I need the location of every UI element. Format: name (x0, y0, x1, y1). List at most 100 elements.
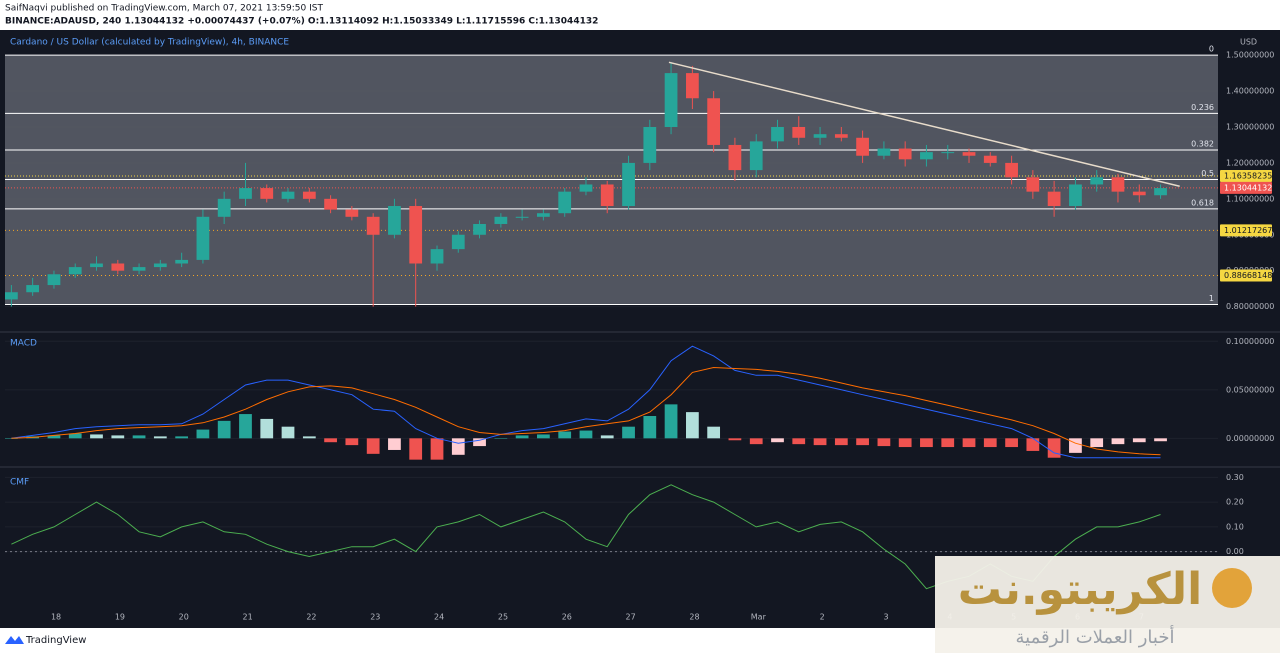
y-tick-label: 1.40000000 (1226, 87, 1274, 96)
macd-histogram-bar (388, 438, 401, 450)
candle-body (1047, 191, 1061, 207)
macd-histogram-bar (111, 435, 125, 439)
candle-body (68, 267, 82, 275)
macd-histogram-bar (366, 438, 380, 454)
candle-body (239, 188, 252, 199)
pane-title: Cardano / US Dollar (calculated by Tradi… (10, 38, 289, 48)
candle-body (771, 126, 784, 142)
y-tick-label: 1.50000000 (1226, 51, 1274, 60)
candle-body (1132, 191, 1146, 196)
x-tick-label: 27 (626, 613, 636, 622)
macd-histogram-bar (1090, 438, 1104, 448)
macd-histogram-bar (132, 435, 146, 439)
macd-histogram-bar (281, 426, 295, 439)
macd-histogram-bar (196, 429, 210, 439)
candle-body (962, 152, 976, 156)
level-label: 0.88668148 (1224, 271, 1272, 280)
y-tick-label: 0.00000000 (1226, 434, 1274, 443)
macd-histogram-bar (622, 426, 635, 439)
price-tag (1220, 169, 1272, 182)
macd-line (11, 345, 1161, 459)
candle-body (324, 198, 337, 210)
y-tick-label: 1.10000000 (1226, 194, 1274, 203)
macd-histogram-bar (175, 436, 189, 439)
candle-body (877, 148, 891, 156)
y-tick-label: 1.30000000 (1226, 122, 1274, 131)
candle-body (1154, 188, 1167, 196)
macd-histogram-bar (494, 438, 508, 439)
unit-label: USD (1240, 38, 1257, 47)
macd-histogram-bar (834, 438, 848, 446)
fib-label: 0 (1209, 45, 1214, 54)
macd-histogram-bar (451, 438, 465, 455)
candle-body (175, 259, 189, 264)
macd-histogram-bar (664, 404, 678, 439)
macd-histogram-bar (239, 414, 252, 439)
candle-body (366, 216, 380, 235)
candle-body (5, 292, 18, 300)
x-tick-label: 28 (689, 613, 699, 622)
candle-body (664, 73, 678, 127)
y-tick-label: 0.05000000 (1226, 385, 1274, 394)
candle-body (749, 141, 763, 171)
candle-body (813, 134, 827, 138)
candle-body (260, 188, 274, 199)
footer: TradingView (25, 635, 86, 646)
macd-line (11, 366, 1161, 456)
candle-body (920, 152, 933, 160)
macd-histogram-bar (771, 438, 784, 443)
x-tick-label: 3 (883, 613, 888, 622)
candle-body (388, 206, 401, 235)
candle-body (600, 184, 614, 207)
macd-histogram-bar (579, 430, 593, 439)
candle-body (47, 274, 61, 286)
candle-body (834, 134, 848, 138)
macd-histogram-bar (324, 438, 337, 443)
y-tick-label: 0.20 (1226, 498, 1244, 507)
candle-body (90, 263, 103, 268)
candle-body (153, 263, 167, 268)
candle-body (643, 126, 657, 163)
macd-histogram-bar (1026, 438, 1040, 451)
header-bg (0, 0, 1280, 30)
candle-body (302, 191, 316, 199)
macd-histogram-bar (345, 438, 359, 446)
candle-body (515, 216, 529, 218)
macd-histogram-bar (90, 434, 103, 439)
y-tick-label: 0.80000000 (1226, 302, 1274, 311)
macd-histogram-bar (749, 438, 763, 445)
price-tag (1220, 181, 1272, 194)
byline: SaifNaqvi published on TradingView.com, … (5, 4, 323, 14)
candle-body (983, 155, 997, 163)
macd-histogram-bar (1132, 438, 1146, 443)
macd-histogram-bar (473, 438, 486, 447)
pane-title: CMF (10, 478, 29, 488)
candle-body (409, 206, 423, 264)
macd-histogram-bar (1047, 438, 1061, 458)
candle-body (792, 126, 806, 138)
quote: BINANCE:ADAUSD, 240 1.13044132 +0.000744… (5, 17, 598, 27)
macd-histogram-bar (5, 438, 18, 439)
macd-histogram-bar (430, 438, 444, 460)
macd-histogram-bar (1069, 438, 1082, 453)
candle-body (898, 148, 912, 160)
macd-histogram-bar (302, 436, 316, 439)
level-tag (1220, 269, 1272, 282)
candle-body (132, 267, 146, 271)
candle-body (707, 98, 721, 145)
macd-histogram-bar (153, 436, 167, 439)
x-tick-label: 26 (562, 613, 572, 622)
x-tick-label: 18 (51, 613, 61, 622)
macd-histogram-bar (558, 431, 572, 439)
candle-body (1090, 177, 1104, 185)
fib-label: 0.618 (1191, 198, 1214, 207)
macd-histogram-bar (537, 434, 550, 439)
macd-histogram-bar (728, 438, 742, 441)
candle-body (537, 213, 550, 217)
x-tick-label: 24 (434, 613, 444, 622)
candle-body (579, 184, 593, 192)
macd-histogram-bar (47, 435, 61, 439)
macd-histogram-bar (1111, 438, 1125, 445)
